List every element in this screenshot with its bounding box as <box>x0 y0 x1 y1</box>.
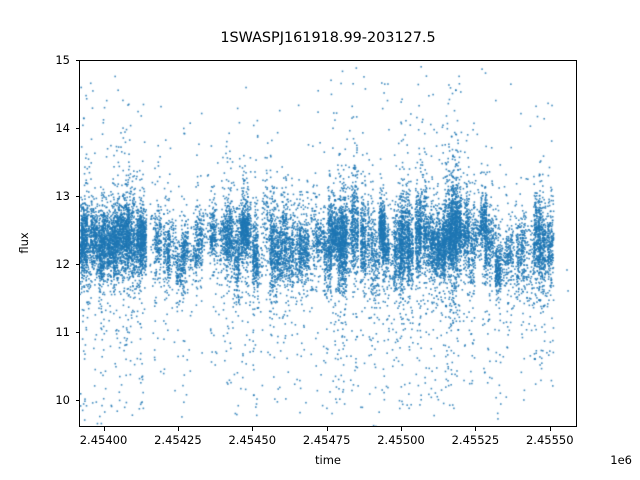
x-tick-label: 2.45525 <box>451 433 500 447</box>
y-tick-label: 13 <box>55 188 70 203</box>
y-tick-label: 11 <box>55 324 70 339</box>
x-tick-label: 2.45500 <box>377 433 425 447</box>
x-axis-offset-text: 1e6 <box>610 453 632 467</box>
x-tick-mark <box>475 427 477 431</box>
x-tick-mark <box>103 427 105 431</box>
y-tick-mark <box>75 399 79 401</box>
y-tick-mark <box>75 127 79 129</box>
x-tick-label: 2.45400 <box>79 433 128 447</box>
x-tick-mark <box>401 427 403 431</box>
x-tick-label: 2.45450 <box>228 433 277 447</box>
y-tick-label: 14 <box>55 120 70 135</box>
y-tick-label: 10 <box>55 392 70 407</box>
x-tick-mark <box>549 427 551 431</box>
x-tick-label: 2.45475 <box>302 433 351 447</box>
y-tick-mark <box>75 331 79 333</box>
x-tick-label: 2.45550 <box>525 433 574 447</box>
x-tick-mark <box>326 427 328 431</box>
y-tick-mark <box>75 195 79 197</box>
scatter-plot-canvas <box>80 61 576 426</box>
y-tick-mark <box>75 60 79 61</box>
y-tick-label: 12 <box>55 256 70 271</box>
x-tick-mark <box>252 427 254 431</box>
y-tick-label: 15 <box>55 53 70 67</box>
page-title: 1SWASPJ161918.99-203127.5 <box>220 30 436 46</box>
x-axis-label: time <box>315 453 341 467</box>
x-tick-label: 2.45425 <box>154 433 202 447</box>
plot-axes <box>79 60 577 427</box>
y-tick-mark <box>75 263 79 265</box>
x-tick-mark <box>177 427 179 431</box>
y-axis-label: flux <box>17 232 31 254</box>
